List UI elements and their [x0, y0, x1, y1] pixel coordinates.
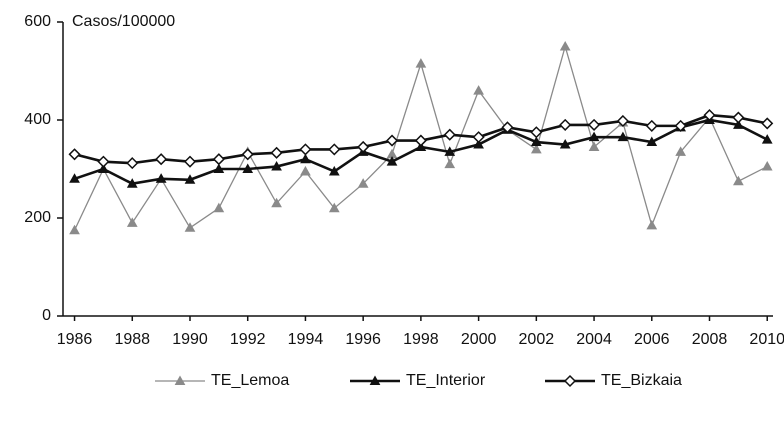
x-tick-label: 1996 — [345, 331, 381, 348]
data-point — [184, 222, 196, 232]
data-point — [241, 148, 254, 161]
legend-label: TE_Bizkaia — [601, 372, 682, 389]
data-point — [530, 126, 543, 139]
data-point — [300, 165, 311, 176]
data-point — [473, 85, 484, 95]
data-point — [559, 138, 571, 149]
x-tick-label: 2004 — [576, 331, 612, 348]
data-point — [761, 117, 774, 130]
x-tick-label: 2006 — [634, 331, 670, 348]
legend-marker — [174, 375, 186, 385]
data-point — [68, 148, 81, 161]
data-point — [69, 224, 80, 235]
legend-label: TE_Lemoa — [211, 372, 289, 389]
data-point — [299, 143, 312, 156]
x-tick-label: 1990 — [172, 331, 208, 348]
x-tick-label: 2010 — [749, 331, 784, 348]
data-point — [703, 109, 716, 122]
data-point — [270, 146, 283, 159]
data-point — [98, 163, 109, 173]
data-point — [328, 202, 340, 213]
x-tick-label: 1998 — [403, 331, 439, 348]
x-tick-label: 1994 — [288, 331, 324, 348]
data-point — [357, 178, 369, 188]
data-point — [271, 197, 282, 208]
x-tick-label: 1992 — [230, 331, 266, 348]
data-point — [213, 163, 225, 173]
x-tick-label: 2000 — [461, 331, 497, 348]
data-point — [530, 143, 542, 154]
data-point — [559, 40, 571, 51]
data-point — [733, 175, 744, 186]
data-point — [559, 118, 572, 131]
x-tick-label: 1988 — [114, 331, 150, 348]
data-point — [386, 156, 398, 166]
data-point — [155, 173, 167, 183]
data-point — [357, 140, 370, 154]
data-point — [616, 114, 629, 128]
y-tick-label: 0 — [42, 307, 51, 324]
legend-label: TE_Interior — [406, 372, 486, 389]
data-point — [645, 119, 658, 132]
x-tick-label: 2002 — [519, 331, 555, 348]
y-axis-label: Casos/100000 — [72, 13, 175, 30]
data-point — [646, 136, 658, 147]
data-point — [213, 202, 225, 213]
data-point — [126, 157, 139, 170]
data-point — [328, 143, 341, 156]
data-point — [444, 158, 456, 169]
data-point — [761, 161, 773, 171]
x-tick-label: 1986 — [57, 331, 93, 348]
data-point — [69, 173, 80, 183]
data-point — [473, 138, 484, 149]
x-tick-label: 2008 — [692, 331, 728, 348]
data-point — [761, 134, 773, 144]
data-point — [242, 163, 254, 173]
data-point — [444, 146, 456, 156]
data-point — [443, 128, 456, 141]
data-point — [126, 178, 138, 188]
data-point — [530, 136, 542, 147]
data-point — [97, 155, 110, 168]
data-point — [617, 131, 629, 142]
data-point — [271, 161, 282, 171]
data-point — [183, 155, 197, 168]
data-point — [415, 58, 427, 68]
data-point — [184, 174, 196, 184]
legend-marker — [563, 374, 577, 388]
data-point — [588, 131, 600, 142]
data-point — [675, 146, 686, 156]
data-point — [587, 118, 601, 131]
data-point — [155, 153, 168, 166]
data-point — [501, 121, 514, 134]
data-point — [414, 134, 427, 147]
data-point — [674, 119, 687, 132]
data-point — [472, 131, 485, 144]
data-point — [588, 141, 600, 151]
data-point — [300, 153, 311, 164]
data-point — [328, 165, 340, 176]
data-point — [126, 217, 138, 227]
data-point — [733, 119, 744, 129]
y-tick-label: 200 — [24, 209, 51, 226]
series-line — [74, 118, 768, 186]
y-tick-label: 400 — [24, 111, 51, 128]
data-point — [646, 219, 658, 230]
legend-marker — [369, 375, 381, 385]
data-point — [212, 153, 225, 166]
y-tick-label: 600 — [24, 13, 51, 30]
data-point — [732, 111, 745, 124]
data-point — [385, 134, 399, 147]
